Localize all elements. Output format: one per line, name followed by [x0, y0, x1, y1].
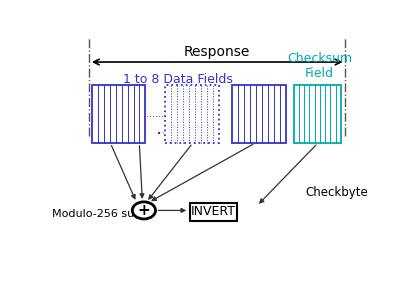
- Text: +: +: [138, 203, 150, 218]
- Text: 1 to 8 Data Fields: 1 to 8 Data Fields: [123, 73, 232, 86]
- Text: Checkbyte: Checkbyte: [306, 186, 368, 199]
- Bar: [92, 84, 145, 143]
- Circle shape: [132, 202, 156, 219]
- Text: Checksum
Field: Checksum Field: [287, 52, 352, 80]
- Text: Modulo-256 sum: Modulo-256 sum: [52, 209, 145, 219]
- Text: Response: Response: [184, 45, 250, 59]
- Bar: [232, 84, 286, 143]
- Bar: [190, 203, 237, 220]
- Bar: [294, 84, 341, 143]
- Text: INVERT: INVERT: [191, 205, 236, 218]
- Bar: [165, 84, 219, 143]
- Text: ........: ........: [143, 109, 167, 119]
